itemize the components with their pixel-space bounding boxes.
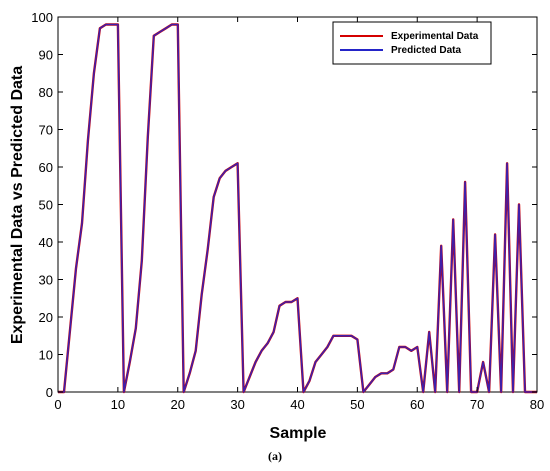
y-tick-label: 40: [39, 235, 53, 250]
y-tick-label: 70: [39, 123, 53, 138]
x-tick-label: 10: [111, 397, 125, 412]
line-chart: 0 10 20 30 40 50 60 70 800102030405060708090100 …: [9, 10, 544, 442]
x-tick-label: 80: [530, 397, 544, 412]
y-tick-label: 20: [39, 310, 53, 325]
x-tick-label: 40: [290, 397, 304, 412]
y-tick-label: 100: [31, 10, 53, 25]
legend-label-predicted: Predicted Data: [391, 45, 461, 56]
y-tick-label: 80: [39, 85, 53, 100]
x-tick-label: 0: [54, 397, 61, 412]
series-layer: [58, 23, 537, 394]
x-tick-label: 20: [171, 397, 185, 412]
x-tick-label: 60: [410, 397, 424, 412]
y-tick-label: 50: [39, 198, 53, 213]
legend: Experimental Data Predicted Data: [332, 21, 492, 65]
y-tick-label: 60: [39, 160, 53, 175]
x-tick-label: 70: [470, 397, 484, 412]
legend-label-experimental: Experimental Data: [391, 31, 479, 42]
tick-layer: 0 10 20 30 40 50 60 70 80 0 10 20 30 40 50 60 70 80 90 100: [31, 10, 544, 412]
y-tick-label: 90: [39, 48, 53, 63]
y-axis-label: Experimental Data vs Predicted Data: [9, 66, 26, 344]
x-tick-label: 30: [230, 397, 244, 412]
y-tick-label: 30: [39, 273, 53, 288]
series-line-predicted: [58, 23, 537, 393]
x-tick-label: 50: [350, 397, 364, 412]
y-tick-label: 0: [46, 385, 53, 400]
x-axis-label: Sample: [270, 425, 327, 442]
legend-box: [332, 21, 492, 65]
figure-caption: (a): [268, 449, 282, 463]
y-tick-label: 10: [39, 348, 53, 363]
